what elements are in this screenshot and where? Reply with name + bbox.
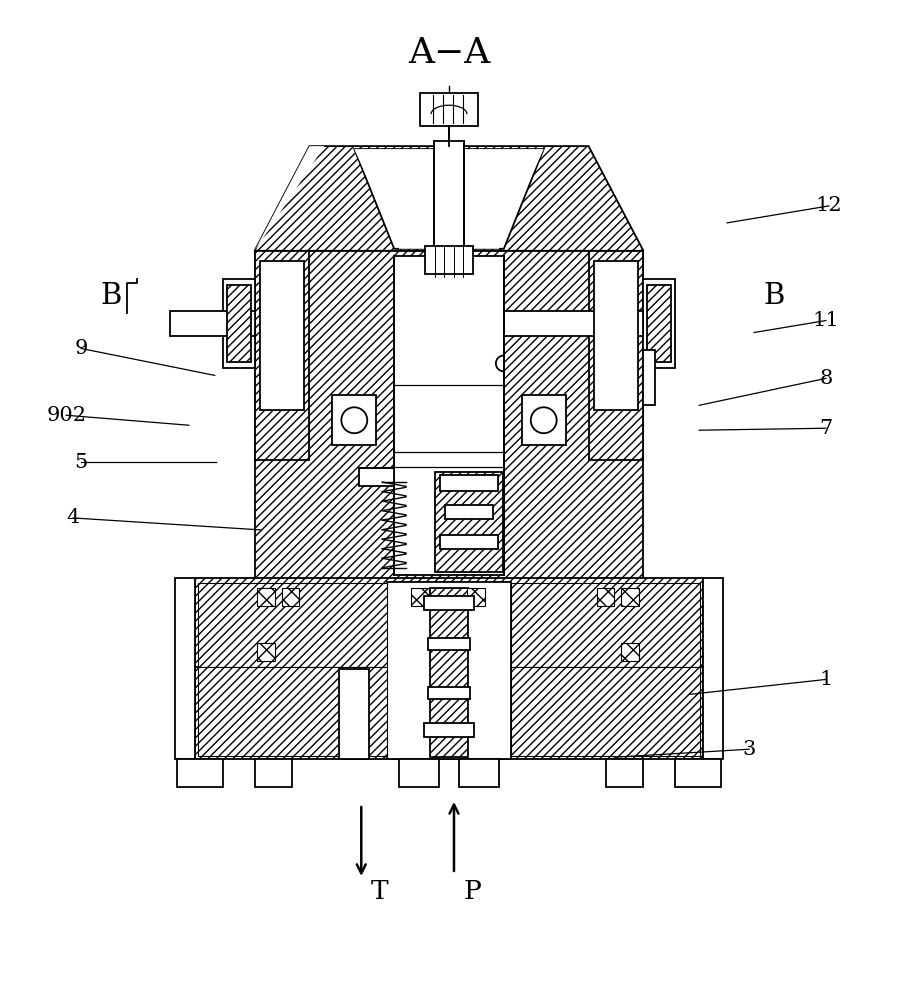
Bar — [281, 588, 299, 606]
Bar — [440, 475, 498, 491]
Bar — [621, 643, 639, 661]
Polygon shape — [354, 149, 544, 249]
Bar — [521, 395, 565, 445]
Bar — [170, 311, 254, 336]
Bar — [387, 582, 511, 759]
Text: T: T — [371, 879, 389, 904]
Circle shape — [530, 407, 556, 433]
Bar — [434, 141, 464, 251]
Text: 5: 5 — [75, 453, 88, 472]
Bar — [227, 285, 251, 362]
Text: 4: 4 — [67, 508, 80, 527]
Bar — [256, 588, 274, 606]
Bar — [424, 723, 474, 737]
Bar — [467, 588, 485, 606]
Bar — [593, 261, 638, 410]
Text: P: P — [464, 879, 482, 904]
Bar — [425, 246, 473, 274]
Text: B: B — [763, 282, 785, 310]
Bar — [644, 350, 655, 405]
Polygon shape — [254, 146, 325, 251]
Polygon shape — [254, 146, 644, 251]
Bar — [420, 93, 478, 126]
Bar — [703, 578, 723, 759]
Bar — [428, 687, 470, 699]
Text: B: B — [101, 282, 121, 310]
Bar — [339, 669, 369, 759]
Bar — [644, 279, 675, 368]
Bar — [606, 759, 644, 787]
Bar — [333, 395, 376, 445]
Bar — [440, 535, 498, 549]
Bar — [437, 148, 461, 248]
Bar — [675, 759, 721, 787]
Text: 11: 11 — [813, 311, 839, 330]
Bar — [428, 638, 470, 650]
Bar — [597, 588, 615, 606]
Polygon shape — [198, 667, 387, 756]
Polygon shape — [354, 149, 544, 249]
Polygon shape — [198, 583, 387, 667]
Bar — [503, 311, 644, 336]
Bar — [195, 578, 703, 759]
Bar — [394, 256, 503, 575]
Bar — [177, 759, 223, 787]
Bar — [621, 588, 639, 606]
Circle shape — [342, 407, 368, 433]
Bar — [254, 251, 644, 580]
Text: 7: 7 — [819, 419, 832, 438]
Bar — [589, 251, 644, 460]
Text: 12: 12 — [815, 196, 842, 215]
Bar — [223, 279, 254, 368]
Bar — [430, 588, 468, 757]
Polygon shape — [511, 667, 700, 756]
Text: 8: 8 — [819, 369, 832, 388]
Bar — [647, 285, 672, 362]
Bar — [174, 578, 195, 759]
Bar — [256, 643, 274, 661]
Bar — [411, 588, 429, 606]
Text: 3: 3 — [743, 740, 756, 759]
Bar — [254, 759, 292, 787]
Text: 9: 9 — [75, 339, 88, 358]
Polygon shape — [511, 583, 700, 667]
Bar — [435, 472, 503, 572]
Bar — [360, 468, 394, 486]
Bar — [445, 505, 493, 519]
Text: 1: 1 — [819, 670, 832, 689]
Text: 902: 902 — [46, 406, 86, 425]
Bar — [399, 759, 439, 787]
Bar — [260, 261, 305, 410]
Bar — [254, 251, 309, 460]
Bar — [459, 759, 499, 787]
Text: A−A: A−A — [408, 36, 490, 70]
Bar — [424, 596, 474, 610]
